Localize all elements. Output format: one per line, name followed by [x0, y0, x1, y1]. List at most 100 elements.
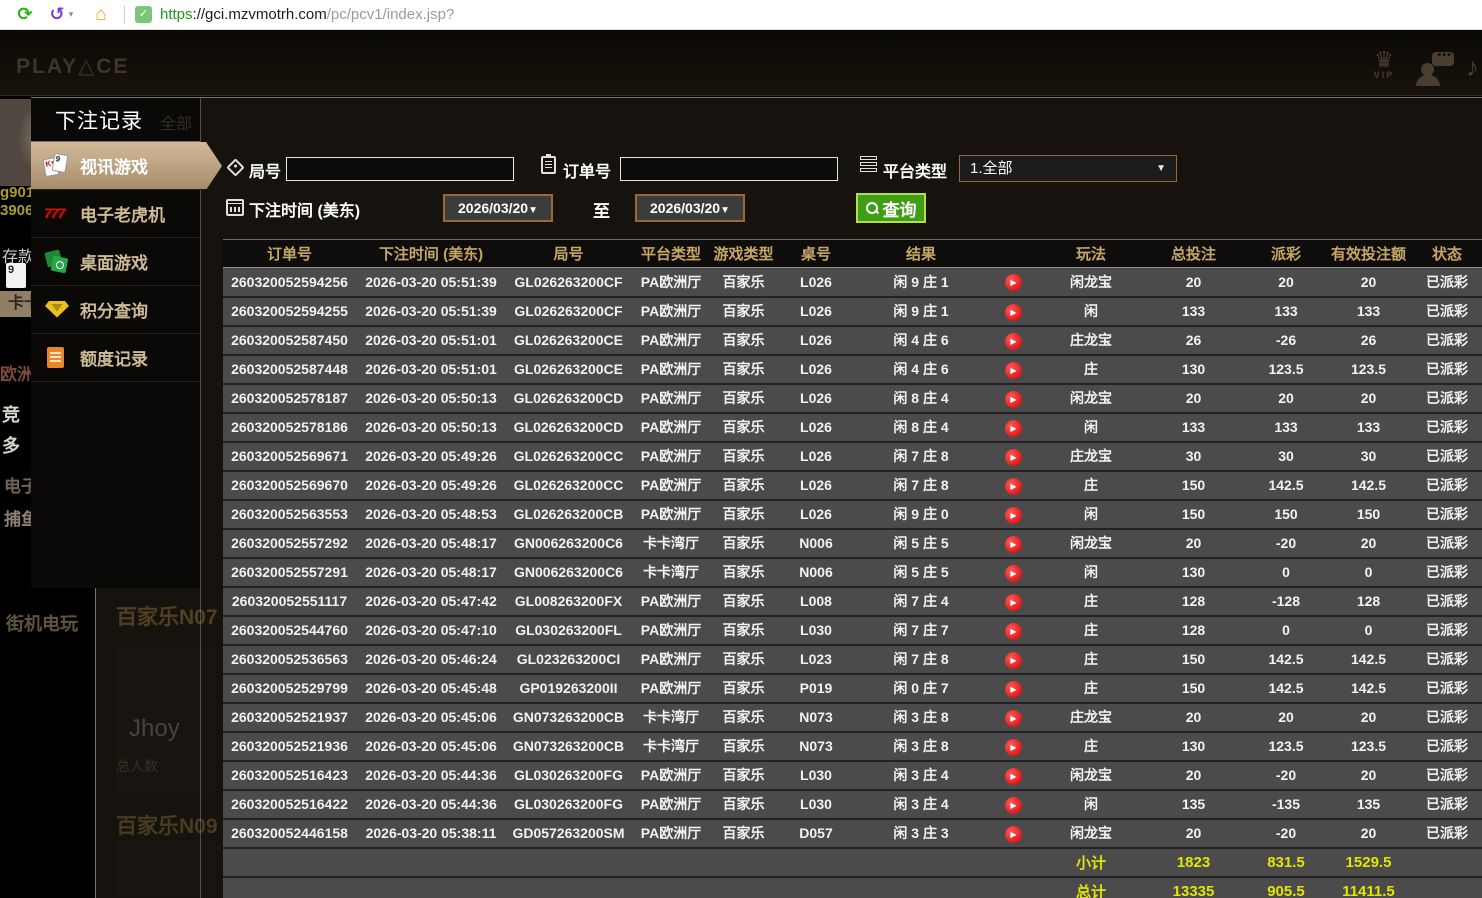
order-id-input[interactable] [620, 157, 838, 181]
sidebar-item-points[interactable]: 积分查询 [31, 286, 200, 334]
sidebar-item-live-games[interactable]: K♥ 9 视讯游戏 [31, 142, 222, 190]
calendar-icon [226, 199, 244, 216]
cell-payout: -20 [1246, 528, 1326, 559]
play-video-button[interactable]: ▶ [1005, 680, 1022, 698]
cell-platform: 卡卡湾厅 [631, 528, 711, 559]
col-video [986, 239, 1041, 268]
back-dropdown-icon[interactable]: ▾ [68, 9, 74, 19]
cell-game-type: 百家乐 [711, 383, 776, 414]
refresh-icon[interactable]: ⟳ [17, 4, 33, 24]
sidebar-item-slots[interactable]: 777 电子老虎机 [31, 190, 200, 238]
cell-total-bet: 150 [1141, 499, 1246, 530]
date-to-select[interactable]: 2026/03/20▼ [635, 194, 745, 222]
platform-type-select[interactable]: 1.全部 ▼ [959, 155, 1177, 182]
url-scheme: https [160, 6, 193, 23]
col-bet-time: 下注时间 (美东) [356, 239, 506, 268]
play-video-button[interactable]: ▶ [1005, 477, 1022, 495]
cell-platform: PA欧洲厅 [631, 325, 711, 356]
back-icon[interactable]: ↺ [49, 4, 65, 24]
cell-round-id: GN073263200CB [506, 702, 631, 733]
sidebar-item-quota-records[interactable]: 额度记录 [31, 334, 200, 382]
europe-tab-text: 欧洲 [0, 365, 34, 384]
music-icon[interactable]: ♪ [1466, 52, 1479, 82]
cell-status: 已派彩 [1411, 267, 1482, 298]
tag-icon [226, 158, 245, 177]
cell-round-id: GL008263200FX [506, 586, 631, 617]
date-from-select[interactable]: 2026/03/20▼ [443, 194, 553, 222]
document-icon [44, 345, 70, 371]
table-row: 260320052544760 2026-03-20 05:47:10 GL03… [223, 615, 1482, 646]
play-video-button[interactable]: ▶ [1005, 796, 1022, 814]
sidebar-item-label: 电子老虎机 [80, 206, 165, 225]
play-video-button[interactable]: ▶ [1005, 535, 1022, 553]
play-video-button[interactable]: ▶ [1005, 593, 1022, 611]
round-id-input[interactable] [286, 157, 514, 181]
sidebar-item-label: 积分查询 [80, 302, 148, 321]
cell-play-type: 闲龙宝 [1041, 760, 1141, 791]
username-text: g901 [0, 184, 35, 201]
cell-bet-time: 2026-03-20 05:45:06 [356, 731, 506, 762]
cell-platform: PA欧洲厅 [631, 383, 711, 414]
play-video-button[interactable]: ▶ [1005, 274, 1022, 292]
vip-button[interactable]: ♛ VIP [1366, 49, 1402, 81]
cell-payout: 20 [1246, 267, 1326, 298]
chat-bubble-icon: ••• [1432, 49, 1454, 66]
play-video-button[interactable]: ▶ [1005, 738, 1022, 756]
play-video-button[interactable]: ▶ [1005, 361, 1022, 379]
cell-video: ▶ [986, 731, 1041, 762]
play-video-button[interactable]: ▶ [1005, 622, 1022, 640]
cell-bet-time: 2026-03-20 05:44:36 [356, 760, 506, 791]
cell-status: 已派彩 [1411, 789, 1482, 820]
play-video-button[interactable]: ▶ [1005, 825, 1022, 843]
play-video-button[interactable]: ▶ [1005, 651, 1022, 669]
cell-total-bet: 135 [1141, 789, 1246, 820]
cell-play-type: 庄 [1041, 644, 1141, 675]
secure-shield-icon[interactable]: ✓ [135, 6, 152, 23]
cell-table-no: N006 [776, 528, 856, 559]
table-row: 260320052569671 2026-03-20 05:49:26 GL02… [223, 441, 1482, 472]
cell-video: ▶ [986, 267, 1041, 298]
cell-game-type: 百家乐 [711, 789, 776, 820]
cell-play-type: 闲龙宝 [1041, 267, 1141, 298]
cell-bet-time: 2026-03-20 05:48:17 [356, 557, 506, 588]
content-area: 局号 订单号 平台类型 1.全部 ▼ 下注时间 (美东) 2026/03/20▼ … [223, 142, 1482, 898]
cell-bet-time: 2026-03-20 05:48:53 [356, 499, 506, 530]
cell-order-id: 260320052516422 [223, 789, 356, 820]
bet-records-table: 订单号 下注时间 (美东) 局号 平台类型 游戏类型 桌号 结果 玩法 总投注 … [223, 239, 1482, 898]
cell-valid-bet: 30 [1326, 441, 1411, 472]
cell-round-id: GL030263200FL [506, 615, 631, 646]
col-platform: 平台类型 [631, 239, 711, 268]
play-video-button[interactable]: ▶ [1005, 564, 1022, 582]
cell-round-id: GL026263200CE [506, 354, 631, 385]
play-video-button[interactable]: ▶ [1005, 419, 1022, 437]
total-valid-bet: 11411.5 [1326, 876, 1411, 898]
customer-service-button[interactable]: ••• [1416, 49, 1454, 86]
home-icon[interactable]: ⌂ [95, 3, 107, 25]
search-button[interactable]: 查询 [856, 193, 926, 223]
play-video-button[interactable]: ▶ [1005, 767, 1022, 785]
table-row: 260320052594255 2026-03-20 05:51:39 GL02… [223, 296, 1482, 327]
play-video-button[interactable]: ▶ [1005, 332, 1022, 350]
playace-logo: PLAY△CE [16, 55, 130, 78]
play-video-button[interactable]: ▶ [1005, 390, 1022, 408]
cell-round-id: GL026263200CF [506, 267, 631, 298]
play-video-button[interactable]: ▶ [1005, 448, 1022, 466]
subtotal-row: 小计 1823 831.5 1529.5 [223, 847, 1482, 878]
cell-round-id: GL026263200CF [506, 296, 631, 327]
cell-status: 已派彩 [1411, 441, 1482, 472]
address-bar[interactable]: https://gci.mzvmotrh.com/pc/pcv1/index.j… [160, 6, 454, 23]
sidebar-item-table-games[interactable]: 桌面游戏 [31, 238, 200, 286]
play-video-button[interactable]: ▶ [1005, 303, 1022, 321]
cell-table-no: L026 [776, 412, 856, 443]
cell-platform: 卡卡湾厅 [631, 731, 711, 762]
cell-play-type: 闲 [1041, 499, 1141, 530]
cell-payout: 123.5 [1246, 354, 1326, 385]
cell-valid-bet: 20 [1326, 818, 1411, 849]
cell-order-id: 260320052569670 [223, 470, 356, 501]
cell-result: 闲 4 庄 6 [856, 354, 986, 385]
ghost-table-title-2: 百家乐N09 [116, 815, 218, 838]
cell-platform: PA欧洲厅 [631, 499, 711, 530]
play-video-button[interactable]: ▶ [1005, 506, 1022, 524]
cell-play-type: 闲 [1041, 557, 1141, 588]
play-video-button[interactable]: ▶ [1005, 709, 1022, 727]
